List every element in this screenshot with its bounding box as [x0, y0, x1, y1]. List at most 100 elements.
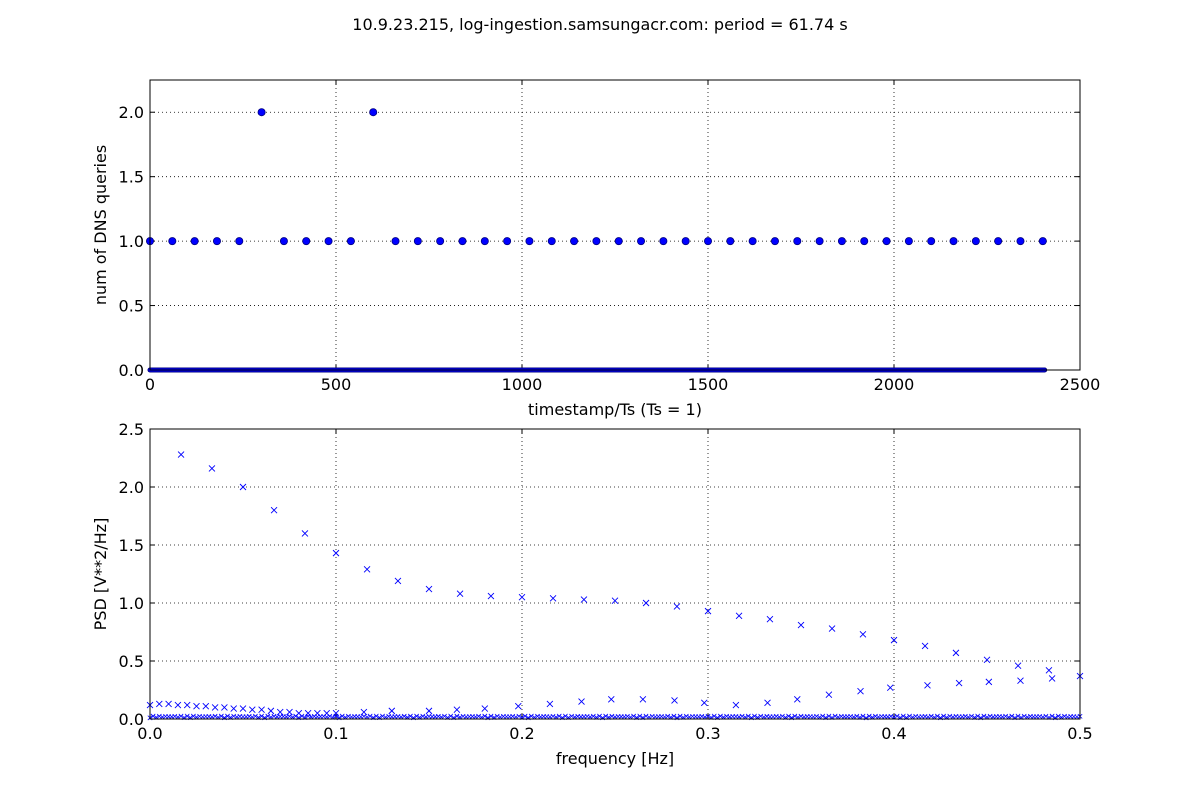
data-point	[360, 708, 368, 716]
data-point	[248, 706, 256, 714]
noise-floor-marker	[758, 713, 764, 719]
data-point	[480, 237, 489, 246]
data-point	[193, 702, 200, 710]
y-tick-label: 0.0	[119, 361, 144, 380]
noise-floor-marker	[172, 713, 178, 719]
x-tick-label: 1000	[502, 375, 543, 394]
data-point	[221, 704, 228, 711]
data-point	[208, 465, 216, 472]
data-point	[766, 615, 774, 623]
noise-floor-marker	[435, 713, 441, 719]
noise-floor-marker	[631, 713, 637, 719]
data-point	[704, 607, 712, 615]
data-point	[580, 596, 588, 603]
x-tick-label: 1500	[688, 375, 729, 394]
noise-floor-marker	[975, 713, 981, 719]
data-point	[481, 705, 489, 712]
x-tick-label: 2000	[874, 375, 915, 394]
data-point	[239, 705, 247, 712]
data-point	[436, 237, 445, 246]
y-axis-label: num of DNS queries	[91, 145, 110, 305]
data-point	[346, 237, 355, 246]
data-point	[735, 612, 743, 620]
noise-floor-marker	[907, 713, 912, 719]
data-point	[825, 691, 833, 698]
noise-floor-marker	[562, 713, 568, 719]
noise-floor-marker	[643, 713, 649, 719]
y-tick-label: 2.5	[119, 420, 144, 439]
data-point	[324, 237, 333, 246]
noise-floor-marker	[190, 713, 196, 719]
data-point	[453, 706, 461, 714]
data-point	[994, 237, 1003, 246]
data-point	[165, 700, 172, 708]
data-point	[304, 709, 312, 717]
noise-floor-marker	[683, 713, 689, 719]
noise-floor-marker	[1009, 713, 1015, 719]
noise-floor-marker	[231, 713, 237, 719]
data-point	[797, 621, 805, 629]
data-point	[286, 708, 293, 716]
noise-floor-marker	[662, 714, 668, 720]
data-point	[525, 237, 534, 246]
noise-floor-marker	[367, 713, 373, 719]
data-point	[837, 237, 846, 246]
x-tick-label: 0.3	[695, 724, 720, 743]
noise-floor-marker	[442, 713, 447, 719]
noise-floor-marker	[888, 713, 894, 719]
y-tick-label: 1.0	[119, 594, 144, 613]
data-point	[369, 108, 378, 117]
data-point	[793, 237, 802, 246]
noise-floor-marker	[854, 713, 860, 719]
data-point	[456, 590, 464, 598]
noise-floor-marker	[212, 713, 218, 719]
data-point	[828, 625, 836, 632]
data-point	[270, 506, 278, 514]
data-point	[890, 636, 898, 644]
data-point	[770, 237, 779, 246]
data-point	[257, 108, 266, 117]
noise-floor-marker	[872, 713, 878, 719]
data-point	[904, 237, 913, 246]
noise-floor-marker	[736, 714, 742, 720]
data-point	[547, 237, 556, 246]
data-point	[323, 709, 331, 717]
noise-floor-marker	[556, 713, 562, 719]
noise-floor-marker	[209, 714, 215, 720]
data-point	[212, 237, 221, 246]
data-point	[681, 237, 690, 246]
noise-floor-marker	[677, 713, 683, 719]
data-point	[882, 237, 891, 246]
noise-floor-marker	[705, 713, 711, 719]
data-point	[332, 709, 340, 717]
data-point	[815, 237, 824, 246]
data-point	[1016, 237, 1025, 246]
data-point	[726, 237, 735, 246]
noise-floor-marker	[1055, 713, 1061, 719]
noise-floor-marker	[786, 713, 792, 719]
noise-floor-marker	[259, 713, 265, 719]
noise-floor-marker	[476, 713, 482, 719]
noise-floor-marker	[699, 713, 705, 719]
noise-floor-marker	[252, 713, 258, 719]
plot-frame	[149, 428, 1081, 720]
data-point	[927, 237, 936, 246]
x-tick-label: 0	[145, 375, 155, 394]
noise-floor-marker	[407, 713, 413, 719]
noise-floor-marker	[590, 713, 596, 719]
noise-floor-marker	[820, 713, 826, 719]
noise-floor-marker	[900, 713, 906, 719]
noise-floor-marker	[717, 713, 723, 719]
noise-floor-marker	[528, 713, 534, 719]
y-tick-label: 1.5	[119, 536, 144, 555]
data-point	[155, 700, 163, 708]
data-point	[388, 707, 396, 715]
data-point	[607, 695, 615, 703]
bottom-psd-plot: 0.0 0.1 0.2 0.3 0.4 0.5 0.0 0.5 1.0 1.5 2.0 2.5 freq…	[91, 420, 1093, 768]
noise-floor-marker	[401, 713, 407, 719]
noise-floor-marker	[832, 713, 838, 719]
noise-floor-marker	[184, 713, 190, 719]
noise-floor-marker	[851, 714, 857, 720]
data-point	[857, 687, 864, 695]
data-point	[332, 549, 340, 557]
